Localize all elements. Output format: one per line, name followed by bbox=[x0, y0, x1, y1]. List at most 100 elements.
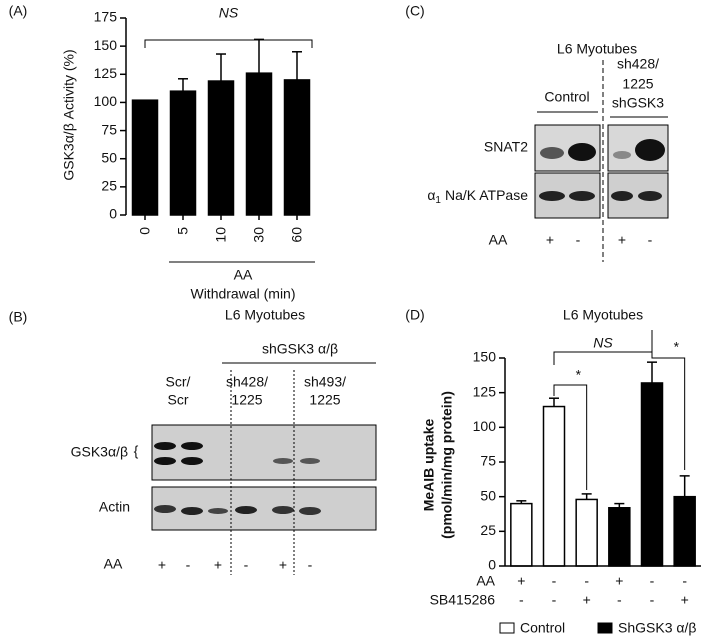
x-tick-label: 30 bbox=[251, 227, 267, 243]
y-axis-title: GSK3α/β Activity (%) bbox=[61, 49, 77, 180]
legend-swatch bbox=[499, 622, 515, 634]
band bbox=[181, 507, 203, 515]
band bbox=[635, 139, 665, 161]
y-tick-label: 150 bbox=[473, 349, 497, 365]
symbol: α bbox=[427, 187, 435, 203]
y-tick-label: 100 bbox=[473, 418, 497, 434]
aa-sign: - bbox=[186, 557, 191, 573]
annotation: * bbox=[674, 339, 680, 355]
aa-sign: - bbox=[648, 232, 653, 248]
lane-label: Scr bbox=[168, 392, 189, 408]
x-tick-label: 60 bbox=[289, 227, 305, 243]
condition-sign: + bbox=[583, 592, 591, 608]
lane-label: 1225 bbox=[309, 392, 340, 408]
bar bbox=[575, 498, 598, 567]
y-tick-label: 50 bbox=[480, 487, 496, 503]
aa-label: AA bbox=[104, 556, 123, 572]
aa-sign: + bbox=[279, 557, 287, 573]
row-label: α1 Na/K ATPase bbox=[427, 187, 528, 206]
panel-label: (A) bbox=[9, 3, 28, 19]
y-tick-label: 0 bbox=[109, 206, 117, 222]
aa-sign: - bbox=[244, 557, 249, 573]
condition-sign: - bbox=[552, 573, 557, 589]
x-tick-label: 10 bbox=[213, 227, 229, 243]
lane-label: 1225 bbox=[622, 76, 653, 92]
y-tick-label: 125 bbox=[94, 65, 118, 81]
condition-label: AA bbox=[476, 573, 495, 589]
band bbox=[299, 507, 321, 515]
bar bbox=[131, 99, 159, 216]
condition-sign: - bbox=[617, 592, 622, 608]
bracket bbox=[553, 330, 653, 365]
condition-sign: - bbox=[552, 592, 557, 608]
aa-sign: - bbox=[576, 232, 581, 248]
row-bracket: { bbox=[134, 443, 139, 459]
band bbox=[272, 506, 294, 514]
bar bbox=[245, 72, 273, 216]
y-tick-label: 75 bbox=[480, 453, 496, 469]
band bbox=[611, 191, 633, 201]
panel-label: (C) bbox=[405, 3, 424, 19]
bar bbox=[510, 502, 533, 567]
band bbox=[568, 143, 596, 161]
band bbox=[273, 458, 293, 464]
condition-sign: - bbox=[682, 573, 687, 589]
subscript: 1 bbox=[435, 195, 441, 206]
bracket bbox=[144, 39, 313, 48]
aa-sign: + bbox=[214, 557, 222, 573]
condition-sign: - bbox=[519, 592, 524, 608]
lane-label: shGSK3 bbox=[612, 95, 664, 111]
band bbox=[539, 191, 565, 201]
aa-sign: + bbox=[546, 232, 554, 248]
x-group-label: Withdrawal (min) bbox=[190, 286, 295, 302]
legend-swatch bbox=[597, 622, 613, 634]
band bbox=[181, 457, 203, 465]
condition-sign: + bbox=[517, 573, 525, 589]
y-tick-label: 100 bbox=[94, 93, 118, 109]
row-label: Actin bbox=[99, 499, 130, 515]
x-group-label: AA bbox=[234, 267, 253, 283]
row-text: Na/K ATPase bbox=[445, 187, 528, 203]
band bbox=[235, 506, 257, 514]
annotation: NS bbox=[593, 335, 613, 351]
condition-sign: + bbox=[615, 573, 623, 589]
lane-label: sh428/ bbox=[226, 374, 268, 390]
lane-label: 1225 bbox=[231, 392, 262, 408]
bar bbox=[169, 90, 197, 216]
bar bbox=[673, 495, 696, 567]
band bbox=[154, 457, 176, 465]
band bbox=[613, 151, 631, 159]
bar bbox=[608, 507, 631, 567]
y-axis-title: MeAIB uptake bbox=[421, 419, 437, 512]
condition-sign: - bbox=[650, 573, 655, 589]
lane-label: Control bbox=[544, 89, 589, 105]
chart-title: L6 Myotubes bbox=[563, 307, 643, 323]
bar bbox=[640, 382, 664, 567]
band bbox=[181, 442, 203, 450]
bracket bbox=[651, 350, 686, 470]
y-tick-label: 125 bbox=[473, 383, 497, 399]
aa-sign: + bbox=[158, 557, 166, 573]
bar bbox=[542, 405, 566, 567]
band bbox=[208, 508, 228, 514]
lane-label: Scr/ bbox=[166, 374, 191, 390]
bar bbox=[207, 80, 235, 216]
lane-label: sh493/ bbox=[304, 374, 346, 390]
condition-sign: + bbox=[681, 592, 689, 608]
y-tick-label: 175 bbox=[94, 9, 118, 25]
annotation: * bbox=[576, 367, 582, 383]
band bbox=[540, 147, 564, 159]
legend-label: Control bbox=[520, 620, 565, 636]
annotation: NS bbox=[219, 5, 239, 21]
bracket bbox=[553, 384, 588, 490]
x-tick-label: 0 bbox=[137, 227, 153, 235]
y-axis-title: (pmol/min/mg protein) bbox=[439, 391, 455, 539]
y-tick-label: 150 bbox=[94, 37, 118, 53]
condition-label: SB415286 bbox=[430, 592, 496, 608]
y-tick-label: 25 bbox=[480, 522, 496, 538]
band bbox=[569, 191, 595, 201]
group-header: shGSK3 α/β bbox=[262, 341, 338, 357]
y-tick-label: 50 bbox=[101, 149, 117, 165]
condition-sign: - bbox=[650, 592, 655, 608]
